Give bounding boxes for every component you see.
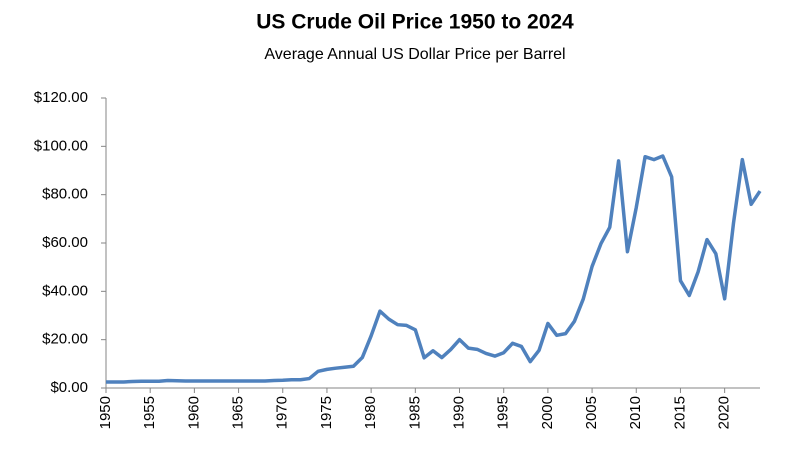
x-tick-label: 2020 <box>716 396 733 429</box>
x-tick-label: 1970 <box>274 396 291 429</box>
y-tick-label: $20.00 <box>42 331 88 348</box>
x-tick-label: 1975 <box>318 396 335 429</box>
x-tick-label: 2015 <box>671 396 688 429</box>
y-tick-label: $80.00 <box>42 186 88 203</box>
x-tick-label: 2010 <box>627 396 644 429</box>
y-tick-label: $120.00 <box>34 89 88 106</box>
y-tick-label: $100.00 <box>34 137 88 154</box>
x-tick-label: 1950 <box>97 396 114 429</box>
x-tick-label: 1955 <box>141 396 158 429</box>
y-tick-label: $60.00 <box>42 234 88 251</box>
y-tick-label: $40.00 <box>42 282 88 299</box>
chart-subtitle: Average Annual US Dollar Price per Barre… <box>264 46 565 63</box>
x-tick-label: 1985 <box>406 396 423 429</box>
x-tick-label: 1995 <box>495 396 512 429</box>
x-tick-label: 2000 <box>539 396 556 429</box>
y-tick-label: $0.00 <box>50 379 88 396</box>
data-line <box>106 154 762 384</box>
x-tick-label: 2005 <box>583 396 600 429</box>
x-tick-label: 1965 <box>230 396 247 429</box>
chart-title: US Crude Oil Price 1950 to 2024 <box>256 11 574 34</box>
x-tick-label: 1980 <box>362 396 379 429</box>
x-tick-label: 1960 <box>185 396 202 429</box>
x-tick-label: 1990 <box>450 396 467 429</box>
